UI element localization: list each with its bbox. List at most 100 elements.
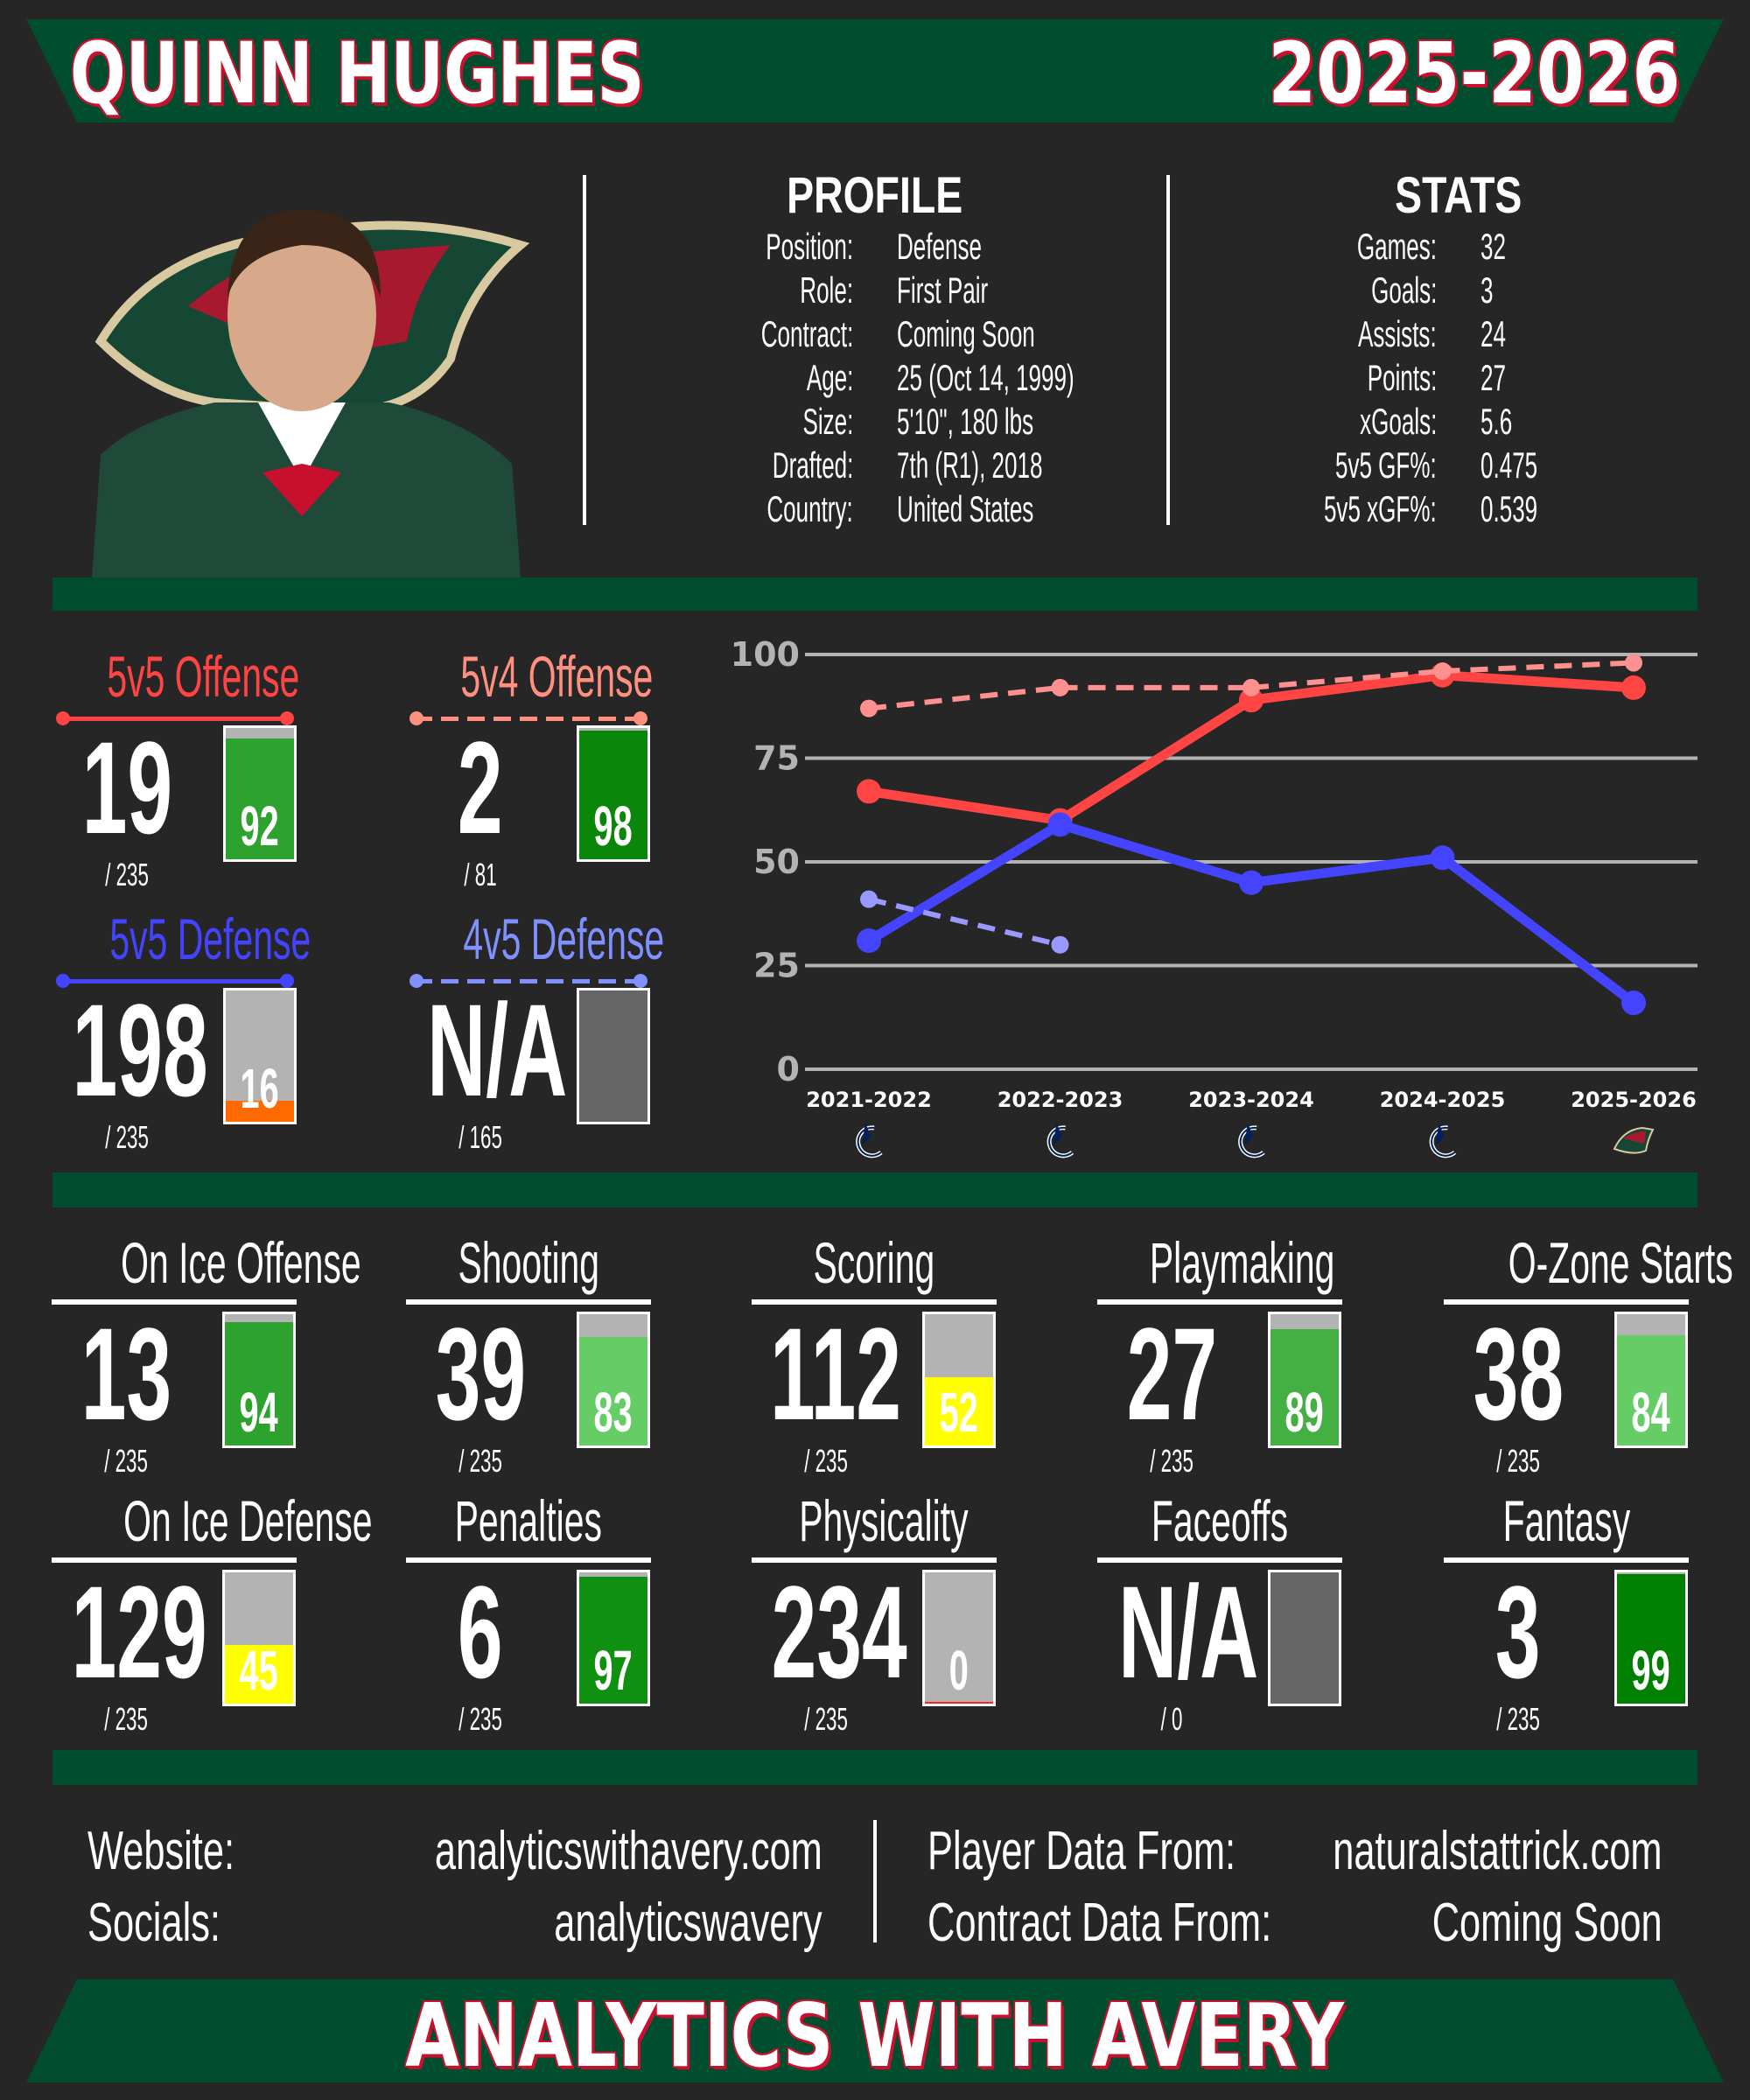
stats-label-text: Games: [1356,226,1437,267]
percentile-bar: 52 [922,1312,996,1448]
rank-total: / 235 [1075,1443,1268,1480]
rank-value: 19 [31,722,223,853]
legend-dot [280,711,294,725]
rank-value-text: 198 [72,976,208,1124]
rank-value: 234 [730,1566,922,1698]
percentile-value: 94 [225,1381,293,1444]
tile-title-text: Playmaking [1149,1230,1335,1295]
player-data-source[interactable]: naturalstattrick.com [1192,1820,1662,1883]
tile-title: Faceoffs [1093,1488,1347,1554]
percentile-value-text: 97 [593,1639,634,1702]
percentile-value-text: 45 [239,1639,279,1702]
rank-total: / 235 [730,1701,922,1738]
footer-banner [26,1979,1724,2082]
stats-value: 32 [1480,226,1522,268]
footer-divider [873,1820,877,1942]
percentile-bar: 94 [222,1312,296,1448]
percentile-value-text: 98 [593,794,634,858]
rank-value: 27 [1075,1308,1268,1439]
data-point [857,779,881,804]
series-segment [868,684,1060,711]
percentile-bar: 0 [922,1570,996,1706]
series-segment [1057,696,1254,825]
rank-total-text: / 235 [804,1701,848,1737]
contract-data-source: Coming Soon [1334,1892,1662,1955]
rank-value: 112 [730,1308,922,1439]
profile-value-text: 7th (R1), 2018 [897,444,1043,486]
rank-total: / 235 [30,1701,222,1738]
section-divider [52,1172,1698,1208]
contract-data-label-text: Contract Data From: [928,1893,1272,1953]
percentile-value: 92 [226,794,294,858]
stats-value-text: 0.475 [1480,444,1538,486]
section-divider [52,1750,1698,1785]
percentile-bar: 97 [577,1570,650,1706]
stats-title: STATS [1327,166,1590,225]
rank-total-text: / 235 [105,857,149,892]
rank-value-text: 6 [458,1558,503,1705]
stats-title-text: STATS [1395,167,1522,224]
profile-label: Position: [591,226,853,268]
tile-title-text: Fantasy [1502,1488,1630,1553]
tile-title: 5v4 Offense [402,643,655,710]
divider-left [583,175,586,525]
rank-value: 3 [1422,1566,1614,1698]
stats-label-text: xGoals: [1359,401,1437,442]
tile-title-text: 4v5 Defense [463,906,665,971]
socials-handle-text[interactable]: analyticswavery [554,1893,822,1953]
canucks-logo-icon [1046,1123,1074,1158]
percentile-fill [925,1701,993,1704]
percentile-fill [225,1322,293,1446]
stats-label: Games: [1174,226,1437,268]
stats-label: 5v5 xGF%: [1174,488,1437,530]
stats-value: 27 [1480,357,1522,399]
x-tick-label: 2024-2025 [1380,1088,1506,1112]
percentile-bar: 16 [223,988,297,1124]
player-data-source-text[interactable]: naturalstattrick.com [1333,1821,1662,1881]
website-link[interactable]: analyticswithavery.com [269,1820,822,1883]
stats-label: 5v5 GF%: [1174,444,1437,486]
percentile-value: 45 [225,1639,293,1702]
stats-label-text: Points: [1367,357,1437,398]
title-underline [406,1558,651,1563]
rank-value-text: N/A [427,976,568,1124]
tile-title-text: Penalties [454,1488,603,1553]
title-underline [52,1299,297,1305]
data-point [1051,678,1069,696]
percentile-value: 84 [1617,1381,1685,1444]
series-segment [866,820,1063,945]
tile-title: 5v5 Defense [48,906,311,972]
legend-dot [410,974,424,988]
data-point [1051,935,1069,954]
socials-handle[interactable]: analyticswavery [439,1892,822,1955]
profile-value-text: United States [897,488,1034,529]
brand-title: ANALYTICS WITH AVERY [0,1984,1750,2087]
legend-dot [410,711,424,725]
rank-value: 13 [30,1308,222,1439]
profile-value: Coming Soon [897,313,1119,355]
canucks-logo-icon [1429,1123,1457,1158]
percentile-fill [226,1101,294,1122]
rank-total-text: / 0 [1160,1701,1183,1737]
series-segment [1250,852,1444,888]
player-name-text: QUINN HUGHES [70,24,645,122]
socials-label-text: Socials: [88,1893,220,1953]
stats-value-text: 32 [1480,226,1506,267]
series-segment [1058,820,1253,887]
website-link-text[interactable]: analyticswithavery.com [435,1821,822,1881]
percentile-fill [1617,1335,1685,1446]
series-5v5-defense [857,812,1646,1016]
percentile-bar: 89 [1268,1312,1341,1448]
y-tick-label: 50 [753,843,800,881]
section-divider [52,578,1698,611]
rank-value: 38 [1422,1308,1614,1439]
socials-label: Socials: [88,1892,277,1955]
profile-value: First Pair [897,270,1044,312]
rank-value: 198 [31,984,223,1116]
series-segment [1442,670,1634,693]
percentile-value: 97 [579,1639,648,1702]
title-underline [1444,1558,1689,1563]
player-photo [92,210,529,578]
title-underline [1444,1299,1689,1305]
tile-title: On Ice Defense [47,1488,372,1554]
